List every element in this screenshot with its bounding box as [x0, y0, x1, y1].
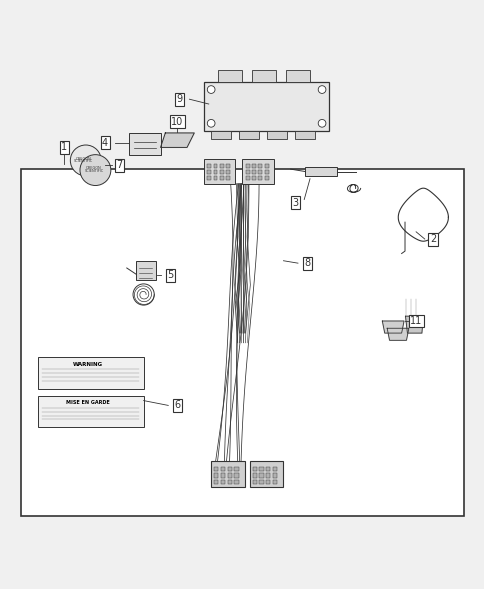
Polygon shape	[405, 316, 423, 333]
Text: OREGON: OREGON	[86, 166, 102, 170]
FancyBboxPatch shape	[207, 176, 211, 180]
FancyBboxPatch shape	[37, 396, 143, 427]
FancyBboxPatch shape	[203, 160, 235, 184]
Polygon shape	[386, 328, 408, 340]
Text: 7: 7	[116, 160, 122, 170]
FancyBboxPatch shape	[285, 70, 309, 82]
FancyBboxPatch shape	[245, 176, 249, 180]
FancyBboxPatch shape	[213, 479, 218, 484]
Circle shape	[318, 120, 325, 127]
Text: OREGON: OREGON	[76, 157, 91, 161]
Text: 2: 2	[429, 234, 435, 244]
Text: 9: 9	[176, 94, 182, 104]
FancyBboxPatch shape	[220, 479, 225, 484]
FancyBboxPatch shape	[252, 164, 256, 168]
Text: SCIENTIFIC: SCIENTIFIC	[84, 169, 104, 173]
FancyBboxPatch shape	[219, 176, 223, 180]
FancyBboxPatch shape	[272, 467, 277, 471]
FancyBboxPatch shape	[266, 479, 270, 484]
Text: 6: 6	[174, 401, 180, 411]
FancyBboxPatch shape	[252, 170, 256, 174]
Circle shape	[70, 145, 101, 176]
FancyBboxPatch shape	[234, 474, 238, 478]
Polygon shape	[160, 133, 194, 147]
FancyBboxPatch shape	[211, 461, 244, 487]
Text: 3: 3	[292, 198, 298, 208]
Text: 11: 11	[409, 316, 422, 326]
Text: 5: 5	[166, 270, 173, 280]
FancyBboxPatch shape	[203, 82, 329, 131]
Text: MISE EN GARDE: MISE EN GARDE	[66, 401, 110, 405]
FancyBboxPatch shape	[304, 167, 336, 176]
FancyBboxPatch shape	[226, 176, 229, 180]
FancyBboxPatch shape	[136, 261, 155, 280]
FancyBboxPatch shape	[220, 467, 225, 471]
FancyBboxPatch shape	[264, 176, 268, 180]
FancyBboxPatch shape	[207, 170, 211, 174]
FancyBboxPatch shape	[245, 164, 249, 168]
Text: SCIENTIFIC: SCIENTIFIC	[74, 160, 93, 163]
FancyBboxPatch shape	[213, 474, 218, 478]
FancyBboxPatch shape	[245, 170, 249, 174]
FancyBboxPatch shape	[258, 176, 262, 180]
Text: 10: 10	[171, 117, 183, 127]
FancyBboxPatch shape	[213, 170, 217, 174]
FancyBboxPatch shape	[211, 131, 231, 139]
FancyBboxPatch shape	[213, 176, 217, 180]
FancyBboxPatch shape	[234, 479, 238, 484]
FancyBboxPatch shape	[294, 131, 315, 139]
FancyBboxPatch shape	[21, 169, 463, 517]
FancyBboxPatch shape	[264, 170, 268, 174]
FancyBboxPatch shape	[207, 164, 211, 168]
FancyBboxPatch shape	[258, 170, 262, 174]
FancyBboxPatch shape	[227, 467, 231, 471]
FancyBboxPatch shape	[226, 164, 229, 168]
FancyBboxPatch shape	[267, 131, 287, 139]
Circle shape	[80, 155, 111, 186]
FancyBboxPatch shape	[219, 164, 223, 168]
FancyBboxPatch shape	[227, 474, 231, 478]
FancyBboxPatch shape	[220, 474, 225, 478]
Text: 4: 4	[102, 138, 108, 148]
Circle shape	[207, 85, 214, 94]
FancyBboxPatch shape	[252, 467, 257, 471]
Text: 8: 8	[304, 258, 310, 268]
FancyBboxPatch shape	[252, 479, 257, 484]
FancyBboxPatch shape	[259, 474, 263, 478]
FancyBboxPatch shape	[219, 170, 223, 174]
FancyBboxPatch shape	[213, 164, 217, 168]
FancyBboxPatch shape	[218, 70, 242, 82]
FancyBboxPatch shape	[239, 131, 259, 139]
FancyBboxPatch shape	[249, 461, 283, 487]
FancyBboxPatch shape	[258, 164, 262, 168]
FancyBboxPatch shape	[37, 357, 143, 389]
FancyBboxPatch shape	[264, 164, 268, 168]
Circle shape	[207, 120, 214, 127]
FancyBboxPatch shape	[266, 467, 270, 471]
FancyBboxPatch shape	[266, 474, 270, 478]
FancyBboxPatch shape	[272, 479, 277, 484]
FancyBboxPatch shape	[227, 479, 231, 484]
FancyBboxPatch shape	[226, 170, 229, 174]
FancyBboxPatch shape	[252, 474, 257, 478]
FancyBboxPatch shape	[272, 474, 277, 478]
Text: WARNING: WARNING	[73, 362, 103, 367]
Text: 1: 1	[61, 143, 67, 153]
FancyBboxPatch shape	[242, 160, 273, 184]
FancyBboxPatch shape	[234, 467, 238, 471]
FancyBboxPatch shape	[213, 467, 218, 471]
FancyBboxPatch shape	[259, 467, 263, 471]
Circle shape	[318, 85, 325, 94]
Polygon shape	[381, 321, 403, 333]
FancyBboxPatch shape	[252, 176, 256, 180]
FancyBboxPatch shape	[129, 133, 160, 155]
FancyBboxPatch shape	[252, 70, 276, 82]
FancyBboxPatch shape	[259, 479, 263, 484]
